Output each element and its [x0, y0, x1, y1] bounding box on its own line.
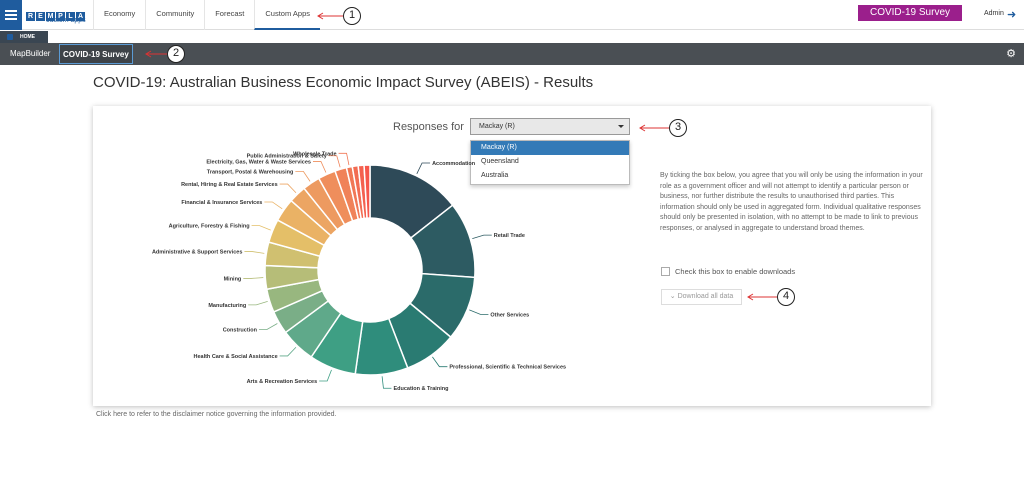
- slice-label: Arts & Recreation Services: [247, 379, 318, 385]
- logout-icon[interactable]: ➜: [1007, 9, 1017, 21]
- leader-line: [312, 161, 327, 173]
- leader-line: [244, 251, 265, 254]
- leader-line: [243, 277, 264, 279]
- annotation-1: 1: [343, 7, 361, 25]
- slice-label: Health Care & Social Assistance: [193, 354, 277, 360]
- slice-label: Professional, Scientific & Technical Ser…: [449, 365, 566, 371]
- download-all-button[interactable]: ⌄ Download all data: [661, 289, 742, 305]
- menu-icon[interactable]: [0, 0, 22, 30]
- annotation-arrowhead: [145, 50, 152, 58]
- leader-line: [248, 300, 268, 306]
- disclaimer-link[interactable]: Click here to refer to the disclaimer no…: [96, 411, 337, 418]
- home-bar: [0, 30, 1024, 43]
- nav-forecast[interactable]: Forecast: [204, 0, 254, 30]
- gear-icon[interactable]: ⚙: [1006, 48, 1016, 60]
- logo-subtitle: custom apps: [46, 17, 86, 24]
- top-nav: Economy Community Forecast Custom Apps: [93, 0, 320, 30]
- nav-community[interactable]: Community: [145, 0, 204, 30]
- leader-line: [416, 162, 431, 174]
- leader-line: [472, 234, 492, 240]
- slice-label: Other Services: [490, 312, 529, 318]
- annotation-arrowhead: [639, 124, 646, 132]
- leader-line: [264, 201, 283, 210]
- slice-label: Education & Training: [393, 386, 448, 392]
- subnav-mapbuilder[interactable]: MapBuilder: [10, 49, 51, 58]
- annotation-4: 4: [777, 288, 795, 306]
- disclaimer-text: By ticking the box below, you agree that…: [660, 172, 923, 232]
- slice-label: Electricity, Gas, Water & Waste Services: [206, 160, 311, 166]
- leader-line: [319, 369, 332, 382]
- subnav-covid-survey[interactable]: COVID-19 Survey: [59, 44, 133, 64]
- leader-line: [295, 171, 311, 182]
- leader-line: [258, 323, 278, 330]
- slice-label: Agriculture, Forestry & Fishing: [169, 224, 250, 230]
- leader-line: [328, 155, 341, 168]
- annotation-arrowhead: [747, 293, 754, 301]
- slice-label: Public Administration & Safety: [247, 154, 328, 160]
- responses-for-label: Responses for: [393, 121, 464, 133]
- annotation-3: 3: [669, 119, 687, 137]
- region-dropdown: Mackay (R) Queensland Australia: [470, 140, 630, 185]
- option-australia[interactable]: Australia: [481, 172, 509, 179]
- page-title: COVID-19: Australian Business Economic I…: [93, 74, 594, 91]
- home-tab[interactable]: HOME: [0, 31, 48, 43]
- option-mackay[interactable]: Mackay (R): [471, 141, 629, 155]
- admin-link[interactable]: Admin: [984, 10, 1004, 17]
- region-select[interactable]: Mackay (R): [470, 118, 630, 135]
- slice-label: Construction: [223, 328, 258, 334]
- slice-label: Retail Trade: [494, 233, 525, 239]
- nav-economy[interactable]: Economy: [93, 0, 145, 30]
- home-icon: [7, 34, 13, 40]
- slice-label: Transport, Postal & Warehousing: [207, 169, 294, 175]
- leader-line: [432, 356, 448, 368]
- sub-nav-bar: MapBuilder COVID-19 Survey ⚙: [0, 43, 1024, 65]
- download-all-label: Download all data: [677, 293, 734, 300]
- region-select-value: Mackay (R): [479, 123, 515, 130]
- slice-label: Rental, Hiring & Real Estate Services: [181, 182, 278, 188]
- slice-label: Administrative & Support Services: [152, 250, 242, 256]
- slice-label: Wholesale Trade: [293, 151, 336, 157]
- option-queensland[interactable]: Queensland: [481, 158, 519, 165]
- leader-line: [279, 183, 297, 194]
- chevron-down-icon: [618, 125, 624, 128]
- chevron-down-icon: ⌄: [669, 293, 678, 300]
- annotation-2: 2: [167, 45, 185, 63]
- enable-downloads-checkbox[interactable]: [661, 267, 670, 276]
- slice-label: Mining: [224, 276, 242, 282]
- donut-slice[interactable]: [363, 164, 371, 219]
- slice-label: Manufacturing: [208, 303, 246, 309]
- covid-survey-button[interactable]: COVID-19 Survey: [858, 5, 962, 21]
- annotation-arrowhead: [317, 12, 324, 20]
- slice-label: Financial & Insurance Services: [181, 200, 262, 206]
- home-tab-label: HOME: [20, 34, 35, 40]
- nav-custom-apps[interactable]: Custom Apps: [254, 0, 320, 30]
- leader-line: [251, 225, 271, 231]
- leader-line: [338, 152, 350, 166]
- enable-downloads-label[interactable]: Check this box to enable downloads: [675, 267, 796, 276]
- leader-line: [469, 309, 489, 315]
- leader-line: [279, 346, 297, 357]
- slice-label: Accommodation: [432, 161, 476, 167]
- leader-line: [381, 376, 392, 389]
